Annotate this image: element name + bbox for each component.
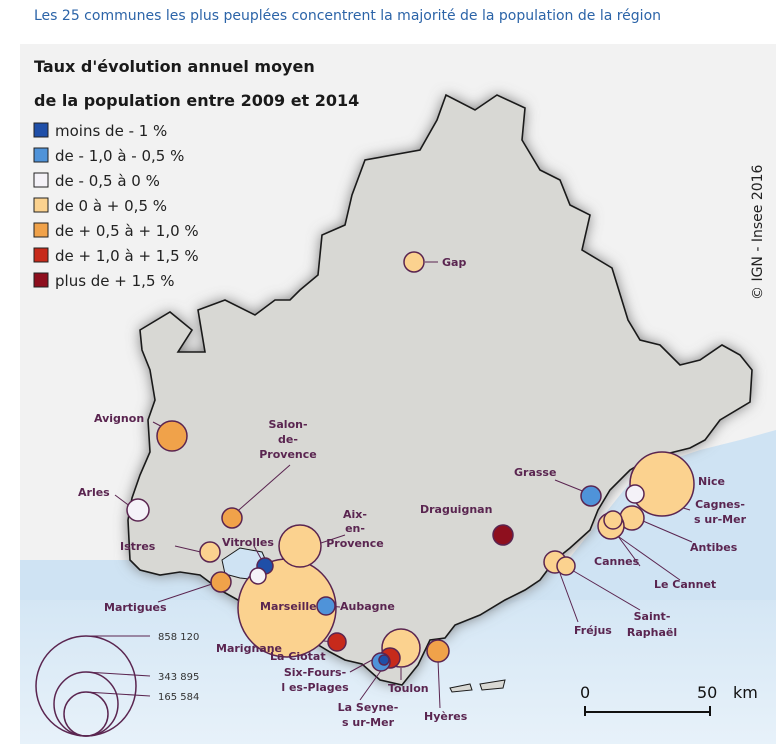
city-circle bbox=[556, 556, 576, 576]
city-labels: Gap Avignon Arles Salon-de-Provence Aix-… bbox=[78, 256, 747, 729]
city-label-marseille: Marseille bbox=[260, 600, 317, 613]
size-legend-value: 165 584 bbox=[158, 692, 199, 703]
city-circle bbox=[403, 251, 425, 273]
city-circle bbox=[603, 510, 623, 530]
city-circle bbox=[210, 571, 232, 593]
city-label-laciotat: La Ciotat bbox=[270, 650, 326, 663]
city-label-istres: Istres bbox=[120, 540, 156, 553]
city-label-aubagne: Aubagne bbox=[340, 600, 395, 613]
scale-bar: 0 50 km bbox=[580, 683, 758, 716]
city-label-hyeres: Hyères bbox=[424, 710, 468, 723]
svg-text:50: 50 bbox=[697, 683, 717, 702]
map-title-line2: de la population entre 2009 et 2014 bbox=[34, 91, 359, 110]
city-circle bbox=[278, 524, 322, 568]
svg-text:de + 0,5 à + 1,0 %: de + 0,5 à + 1,0 % bbox=[55, 222, 199, 240]
city-circle bbox=[426, 639, 450, 663]
legend-item: de - 1,0 à - 0,5 % bbox=[33, 147, 184, 165]
svg-text:de 0 à + 0,5 %: de 0 à + 0,5 % bbox=[55, 197, 167, 215]
city-label-gap: Gap bbox=[442, 256, 466, 269]
color-legend: moins de - 1 % de - 1,0 à - 0,5 % de - 0… bbox=[33, 122, 199, 290]
city-circle bbox=[156, 420, 188, 452]
legend-item: de 0 à + 0,5 % bbox=[33, 197, 167, 215]
city-circle bbox=[492, 524, 514, 546]
island bbox=[449, 683, 473, 693]
legend-item: de + 0,5 à + 1,0 % bbox=[33, 222, 199, 240]
city-symbols bbox=[126, 251, 695, 672]
size-legend-value: 343 895 bbox=[158, 672, 199, 683]
map-title-line1: Taux d'évolution annuel moyen bbox=[34, 57, 315, 76]
city-circle bbox=[221, 507, 243, 529]
city-label-frejus: Fréjus bbox=[574, 624, 612, 637]
map-caption: Les 25 communes les plus peuplées concen… bbox=[34, 8, 662, 24]
city-circle bbox=[378, 654, 390, 666]
legend-item: plus de + 1,5 % bbox=[33, 272, 175, 290]
city-circle bbox=[126, 498, 150, 522]
city-label-martigues: Martigues bbox=[104, 601, 167, 614]
city-label-toulon: Toulon bbox=[388, 682, 429, 695]
city-circle bbox=[580, 485, 602, 507]
city-label-draguignan: Draguignan bbox=[420, 503, 492, 516]
credit-text: © IGN - Insee 2016 bbox=[750, 164, 766, 300]
city-label-saintraphael: Saint-Raphaël bbox=[627, 610, 677, 639]
legend-item: de + 1,0 à + 1,5 % bbox=[33, 247, 199, 265]
city-label-sixfours: Six-Fours-l es-Plages bbox=[281, 666, 349, 694]
sea-coast bbox=[20, 430, 776, 640]
legend-item: moins de - 1 % bbox=[33, 122, 167, 140]
svg-text:de - 0,5 à 0 %: de - 0,5 à 0 % bbox=[55, 172, 160, 190]
city-circle bbox=[625, 484, 645, 504]
svg-text:km: km bbox=[733, 683, 758, 702]
legend-item: de - 0,5 à 0 % bbox=[33, 172, 160, 190]
city-label-antibes: Antibes bbox=[690, 541, 738, 554]
svg-text:de + 1,0 à + 1,5 %: de + 1,0 à + 1,5 % bbox=[55, 247, 199, 265]
city-label-nice: Nice bbox=[698, 475, 725, 488]
city-label-vitrolles: Vitrolles bbox=[222, 536, 274, 549]
city-label-salon: Salon-de-Provence bbox=[259, 418, 317, 461]
svg-text:0: 0 bbox=[580, 683, 590, 702]
city-label-arles: Arles bbox=[78, 486, 110, 499]
map-frame: Taux d'évolution annuel moyen de la popu… bbox=[20, 44, 776, 744]
city-circle bbox=[629, 451, 695, 517]
city-circle bbox=[199, 541, 221, 563]
svg-text:plus de + 1,5 %: plus de + 1,5 % bbox=[55, 272, 175, 290]
size-legend: 858 120 343 895 165 584 bbox=[35, 632, 199, 737]
city-label-marignane: Marignane bbox=[216, 642, 282, 655]
city-label-cannes: Cannes bbox=[594, 555, 640, 568]
city-circle bbox=[316, 596, 336, 616]
city-label-avignon: Avignon bbox=[94, 412, 144, 425]
svg-text:de - 1,0 à - 0,5 %: de - 1,0 à - 0,5 % bbox=[55, 147, 184, 165]
city-label-cagnes: Cagnes-s ur-Mer bbox=[694, 498, 747, 526]
size-legend-value: 858 120 bbox=[158, 632, 199, 643]
city-label-laseyne: La Seyne-s ur-Mer bbox=[338, 701, 399, 729]
svg-text:moins de - 1 %: moins de - 1 % bbox=[55, 122, 167, 140]
region-map: Taux d'évolution annuel moyen de la popu… bbox=[20, 57, 776, 744]
city-label-lecannet: Le Cannet bbox=[654, 578, 716, 591]
city-label-aix: Aix-en-Provence bbox=[326, 508, 384, 550]
city-circle bbox=[327, 632, 347, 652]
city-circle bbox=[249, 567, 267, 585]
city-label-grasse: Grasse bbox=[514, 466, 556, 479]
island bbox=[479, 679, 506, 691]
